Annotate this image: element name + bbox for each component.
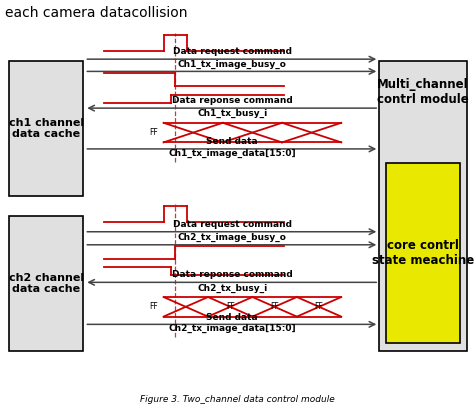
Text: Data reponse command: Data reponse command [172, 96, 292, 105]
Text: Figure 3. Two_channel data control module: Figure 3. Two_channel data control modul… [140, 395, 334, 404]
Text: Ch1_tx_image_busy_o: Ch1_tx_image_busy_o [178, 60, 287, 69]
Text: Ch2_tx_image_data[15:0]: Ch2_tx_image_data[15:0] [168, 324, 296, 333]
Text: ch2 channel
data cache: ch2 channel data cache [9, 273, 84, 294]
Text: Ch1_tx_busy_i: Ch1_tx_busy_i [197, 109, 267, 118]
Text: Ch2_tx_image_busy_o: Ch2_tx_image_busy_o [178, 233, 287, 242]
Text: FF: FF [315, 302, 323, 311]
Text: Send data: Send data [207, 313, 258, 322]
Text: Send data: Send data [207, 137, 258, 146]
Text: Ch1_tx_image_data[15:0]: Ch1_tx_image_data[15:0] [168, 149, 296, 158]
Text: FF: FF [270, 302, 279, 311]
Text: core contrl
state meachine: core contrl state meachine [372, 239, 474, 267]
Text: FF: FF [150, 302, 158, 311]
Bar [379, 61, 467, 351]
Text: Ch2_tx_busy_i: Ch2_tx_busy_i [197, 284, 267, 293]
Text: Data reponse command: Data reponse command [172, 271, 292, 279]
Bar [9, 61, 83, 196]
Text: Multi_channel
contrl module: Multi_channel contrl module [377, 78, 469, 106]
Text: FF: FF [150, 128, 158, 137]
Bar [386, 163, 460, 343]
Text: Data request command: Data request command [173, 220, 292, 229]
Text: ch1 channel
data cache: ch1 channel data cache [9, 118, 84, 139]
Bar [9, 216, 83, 351]
Text: Data request command: Data request command [173, 47, 292, 56]
Text: each camera datacollision: each camera datacollision [5, 6, 187, 20]
Text: FF: FF [226, 302, 235, 311]
